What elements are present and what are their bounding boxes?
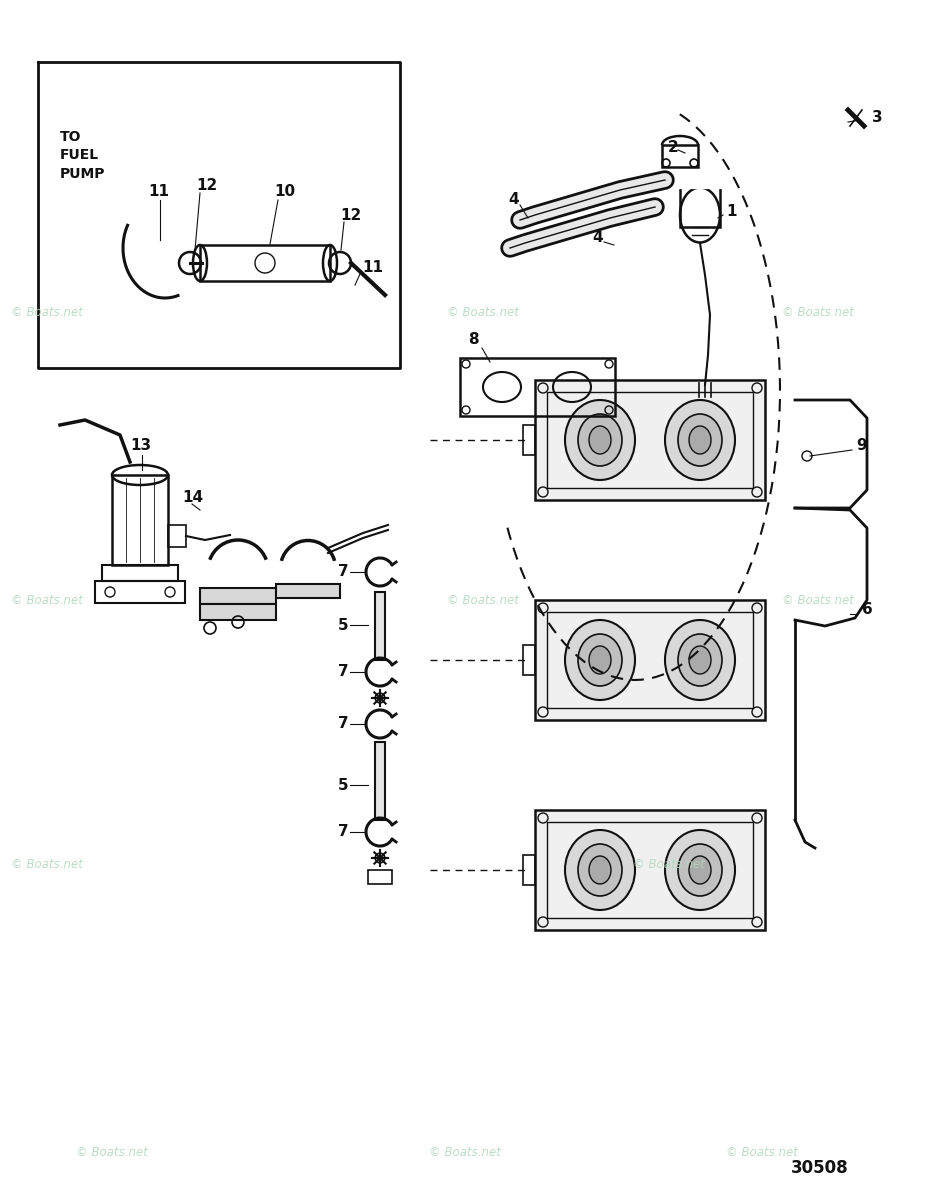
Ellipse shape	[689, 426, 710, 454]
Text: © Boats.net: © Boats.net	[780, 594, 853, 606]
Ellipse shape	[677, 844, 721, 896]
Ellipse shape	[664, 620, 734, 700]
Bar	[102, 565, 178, 581]
Bar	[547, 822, 753, 918]
Bar	[200, 604, 276, 620]
Text: 7: 7	[338, 665, 348, 679]
Ellipse shape	[677, 414, 721, 466]
Text: 1: 1	[725, 204, 736, 220]
Bar	[522, 646, 535, 674]
Text: 30508: 30508	[791, 1159, 848, 1177]
Bar	[522, 854, 535, 886]
Circle shape	[375, 853, 384, 863]
Text: 12: 12	[196, 178, 217, 192]
Text: 8: 8	[468, 332, 478, 348]
Ellipse shape	[588, 426, 611, 454]
Bar	[375, 592, 384, 660]
Bar	[662, 145, 697, 167]
Text: 5: 5	[338, 618, 348, 632]
Bar	[375, 742, 384, 820]
Text: 13: 13	[130, 438, 151, 452]
Bar	[367, 870, 392, 884]
Ellipse shape	[677, 634, 721, 686]
Bar	[522, 425, 535, 455]
Bar	[535, 380, 764, 500]
Text: © Boats.net: © Boats.net	[725, 1146, 797, 1158]
Text: TO
FUEL
PUMP: TO FUEL PUMP	[60, 130, 106, 181]
Text: 5: 5	[338, 778, 348, 792]
Text: 14: 14	[182, 491, 203, 505]
Text: 7: 7	[338, 824, 348, 840]
Text: © Boats.net: © Boats.net	[446, 594, 519, 606]
Ellipse shape	[577, 844, 622, 896]
Ellipse shape	[689, 856, 710, 884]
Bar	[168, 526, 186, 547]
Bar	[112, 475, 168, 565]
Ellipse shape	[577, 414, 622, 466]
Bar	[276, 584, 340, 598]
Ellipse shape	[664, 830, 734, 910]
Text: © Boats.net: © Boats.net	[10, 306, 83, 318]
Bar	[459, 358, 614, 416]
Text: © Boats.net: © Boats.net	[428, 1146, 500, 1158]
Text: © Boats.net: © Boats.net	[10, 858, 83, 870]
Text: © Boats.net: © Boats.net	[10, 594, 83, 606]
Circle shape	[375, 692, 384, 703]
Text: 10: 10	[274, 185, 295, 199]
Text: 3: 3	[871, 110, 882, 126]
Ellipse shape	[588, 856, 611, 884]
Bar	[200, 588, 276, 604]
Bar	[547, 612, 753, 708]
Text: © Boats.net: © Boats.net	[75, 1146, 148, 1158]
Bar	[535, 600, 764, 720]
Ellipse shape	[564, 830, 635, 910]
Text: 6: 6	[861, 602, 871, 618]
Bar	[535, 810, 764, 930]
Text: © Boats.net: © Boats.net	[446, 306, 519, 318]
Ellipse shape	[577, 634, 622, 686]
Text: 12: 12	[340, 208, 361, 222]
Text: 4: 4	[508, 192, 518, 208]
Ellipse shape	[689, 646, 710, 674]
Ellipse shape	[564, 620, 635, 700]
Bar	[200, 245, 329, 281]
Bar	[547, 392, 753, 488]
Text: 4: 4	[591, 230, 602, 246]
Text: 2: 2	[667, 140, 678, 156]
Text: © Boats.net: © Boats.net	[780, 306, 853, 318]
Ellipse shape	[588, 646, 611, 674]
Text: 7: 7	[338, 716, 348, 732]
Text: 11: 11	[148, 185, 169, 199]
Text: © Boats.net: © Boats.net	[632, 858, 704, 870]
Bar	[95, 581, 185, 602]
Text: 9: 9	[855, 438, 866, 452]
Ellipse shape	[564, 400, 635, 480]
Ellipse shape	[664, 400, 734, 480]
Text: 7: 7	[338, 564, 348, 580]
Text: 11: 11	[362, 260, 382, 276]
Bar	[679, 187, 719, 227]
